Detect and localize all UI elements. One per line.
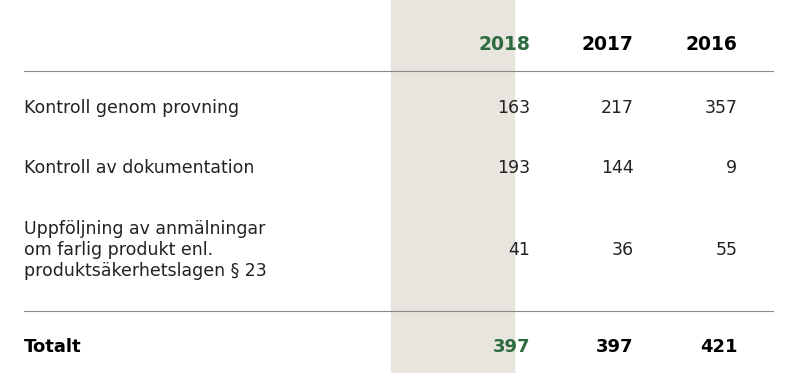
Text: 163: 163 — [497, 99, 530, 117]
Text: 397: 397 — [596, 338, 634, 356]
Text: 36: 36 — [611, 241, 634, 259]
Text: Uppföljning av anmälningar
om farlig produkt enl.
produktsäkerhetslagen § 23: Uppföljning av anmälningar om farlig pro… — [24, 220, 267, 280]
Text: 397: 397 — [493, 338, 530, 356]
Text: 217: 217 — [601, 99, 634, 117]
Text: 2017: 2017 — [582, 35, 634, 54]
Text: Kontroll genom provning: Kontroll genom provning — [24, 99, 239, 117]
Text: 41: 41 — [508, 241, 530, 259]
Text: Kontroll av dokumentation: Kontroll av dokumentation — [24, 159, 254, 177]
Text: 193: 193 — [497, 159, 530, 177]
Text: 144: 144 — [601, 159, 634, 177]
Text: 357: 357 — [705, 99, 737, 117]
FancyBboxPatch shape — [391, 0, 514, 373]
Text: 421: 421 — [700, 338, 737, 356]
Text: 2018: 2018 — [478, 35, 530, 54]
Text: 55: 55 — [715, 241, 737, 259]
Text: 2016: 2016 — [685, 35, 737, 54]
Text: Totalt: Totalt — [24, 338, 81, 356]
Text: 9: 9 — [726, 159, 737, 177]
